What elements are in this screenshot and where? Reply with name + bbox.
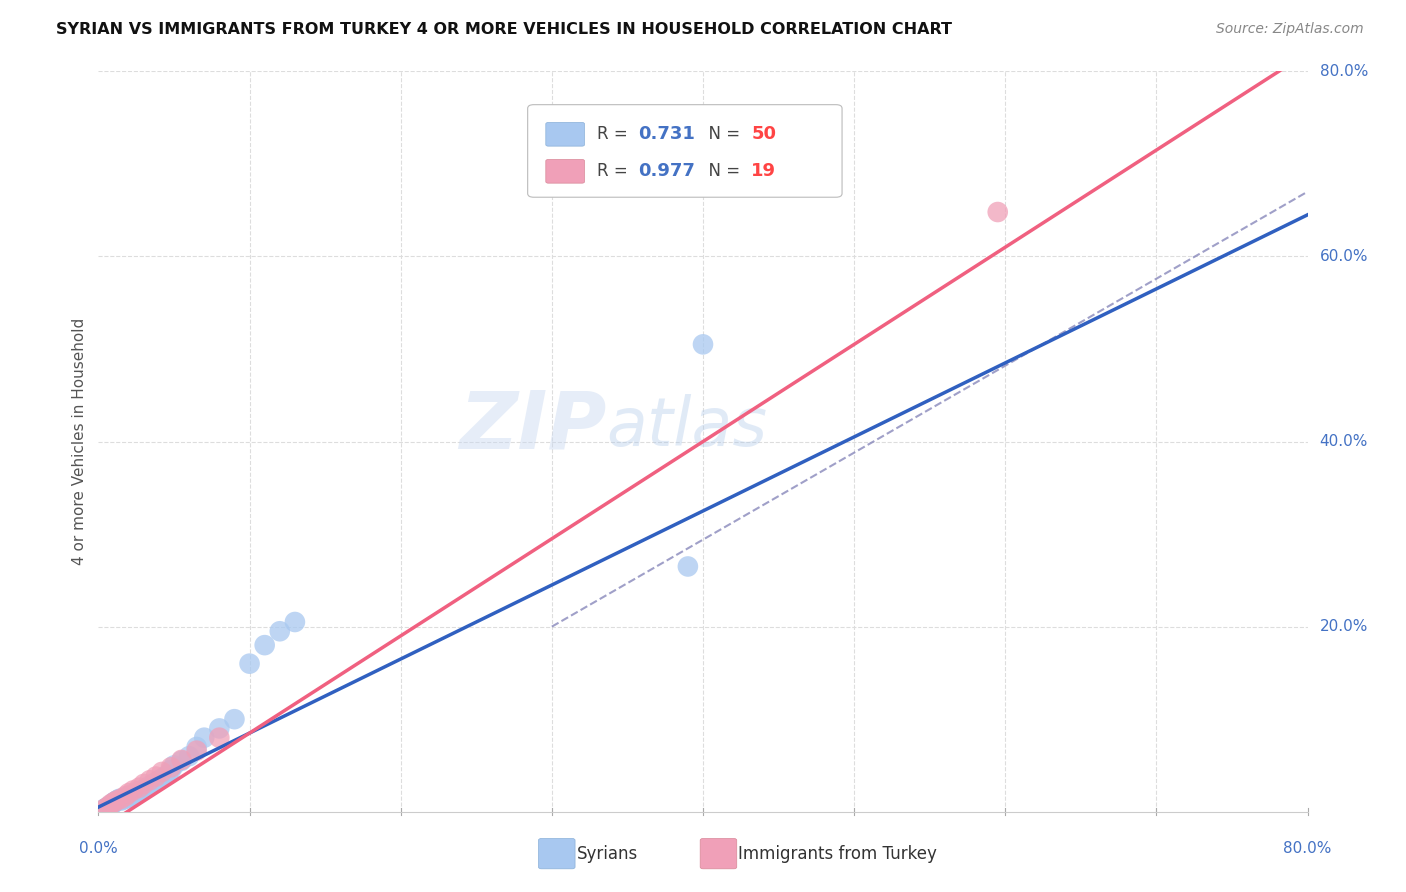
Point: [118, 786, 141, 800]
Point: [139, 773, 162, 788]
Point: [121, 789, 143, 803]
Point: [186, 739, 208, 754]
Point: [103, 796, 125, 810]
Point: [142, 777, 165, 791]
Point: [104, 795, 127, 809]
Point: [114, 791, 136, 805]
Text: Source: ZipAtlas.com: Source: ZipAtlas.com: [1216, 22, 1364, 37]
Text: 80.0%: 80.0%: [1284, 841, 1331, 856]
Point: [156, 767, 179, 781]
Point: [145, 775, 167, 789]
Point: [111, 793, 134, 807]
Point: [115, 789, 138, 804]
Point: [186, 744, 208, 758]
Text: 0.0%: 0.0%: [79, 841, 118, 856]
Point: [145, 770, 167, 784]
Point: [101, 797, 124, 812]
Point: [224, 712, 246, 726]
Point: [129, 783, 152, 797]
Point: [112, 790, 135, 805]
Point: [100, 797, 122, 812]
Point: [96, 800, 118, 814]
Point: [93, 802, 115, 816]
Point: [105, 794, 128, 808]
Text: Syrians: Syrians: [576, 845, 638, 863]
Text: R =: R =: [596, 125, 633, 144]
Point: [100, 798, 122, 813]
Point: [170, 753, 193, 767]
Point: [114, 789, 136, 803]
Text: 0.731: 0.731: [638, 125, 695, 144]
Point: [107, 793, 129, 807]
Point: [122, 787, 145, 801]
Point: [676, 559, 699, 574]
Point: [120, 788, 142, 802]
Text: 60.0%: 60.0%: [1320, 249, 1368, 264]
Text: N =: N =: [699, 125, 745, 144]
FancyBboxPatch shape: [546, 160, 585, 183]
Point: [132, 777, 155, 791]
Point: [118, 789, 141, 803]
Point: [132, 782, 155, 797]
Point: [122, 783, 145, 797]
Point: [253, 638, 276, 652]
Point: [135, 780, 157, 795]
Point: [125, 786, 148, 800]
Point: [284, 615, 307, 629]
Text: R =: R =: [596, 162, 633, 180]
Point: [110, 791, 132, 805]
Point: [127, 784, 149, 798]
Text: 0.977: 0.977: [638, 162, 695, 180]
Point: [160, 763, 183, 777]
Point: [128, 780, 150, 795]
Point: [124, 788, 146, 802]
Point: [94, 801, 117, 815]
Y-axis label: 4 or more Vehicles in Household: 4 or more Vehicles in Household: [72, 318, 87, 566]
Point: [179, 749, 201, 764]
Text: ZIP: ZIP: [458, 388, 606, 466]
Text: 20.0%: 20.0%: [1320, 619, 1368, 634]
Point: [208, 722, 231, 736]
Point: [160, 760, 183, 774]
Point: [692, 337, 714, 351]
Point: [239, 657, 262, 671]
Text: N =: N =: [699, 162, 745, 180]
Text: 50: 50: [751, 125, 776, 144]
Point: [163, 758, 186, 772]
Point: [128, 785, 150, 799]
Point: [108, 791, 131, 805]
Point: [193, 731, 215, 745]
Text: 40.0%: 40.0%: [1320, 434, 1368, 449]
FancyBboxPatch shape: [546, 122, 585, 146]
Point: [208, 731, 231, 745]
Text: SYRIAN VS IMMIGRANTS FROM TURKEY 4 OR MORE VEHICLES IN HOUSEHOLD CORRELATION CHA: SYRIAN VS IMMIGRANTS FROM TURKEY 4 OR MO…: [56, 22, 952, 37]
Text: 19: 19: [751, 162, 776, 180]
Text: 80.0%: 80.0%: [1320, 64, 1368, 78]
Point: [148, 773, 170, 788]
Point: [269, 624, 291, 639]
Point: [170, 754, 193, 768]
FancyBboxPatch shape: [527, 104, 842, 197]
Point: [105, 794, 128, 808]
Point: [93, 802, 115, 816]
Point: [118, 790, 141, 805]
Point: [150, 772, 173, 786]
Point: [96, 800, 118, 814]
Point: [103, 796, 125, 810]
Point: [150, 764, 173, 779]
Point: [153, 770, 176, 784]
Point: [98, 799, 121, 814]
Point: [103, 797, 125, 811]
Point: [987, 205, 1010, 219]
Text: Immigrants from Turkey: Immigrants from Turkey: [738, 845, 936, 863]
Point: [110, 794, 132, 808]
Text: atlas: atlas: [606, 393, 768, 459]
Point: [139, 779, 162, 793]
